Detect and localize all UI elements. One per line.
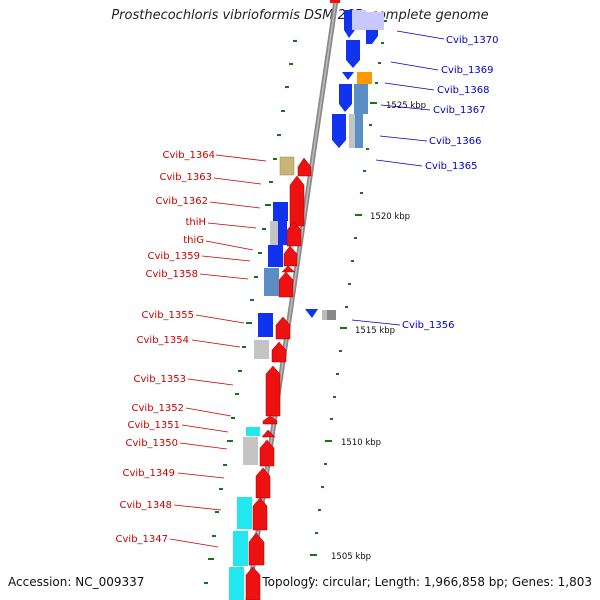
gene-gray — [254, 340, 269, 359]
gene-steelblue — [354, 84, 368, 114]
gene-label-cvib-1369[interactable]: Cvib_1369 — [441, 65, 493, 76]
scale-label-1505: 1505 kbp — [331, 552, 371, 562]
gene-fwd — [283, 245, 298, 267]
gene-label-cvib-1359[interactable]: Cvib_1359 — [148, 251, 200, 262]
scale-ticks-right — [309, 20, 387, 579]
forward-strand-genes — [245, 157, 312, 600]
leader-lines-left — [169, 154, 267, 548]
gene-cyan — [237, 497, 252, 529]
gene-blue — [268, 245, 283, 267]
gene-blue — [258, 313, 273, 337]
gene-label-cvib-1348[interactable]: Cvib_1348 — [120, 500, 172, 511]
gene-label-cvib-1347[interactable]: Cvib_1347 — [116, 534, 168, 545]
genome-summary-text: Topology: circular; Length: 1,966,858 bp… — [262, 575, 592, 589]
gene-label-cvib-1354[interactable]: Cvib_1354 — [137, 335, 189, 346]
gene-label-thig[interactable]: thiG — [183, 235, 204, 246]
gene-rev — [339, 84, 352, 112]
gene-label-cvib-1368[interactable]: Cvib_1368 — [437, 85, 489, 96]
scale-ticks-left — [204, 40, 297, 584]
gene-label-cvib-1363[interactable]: Cvib_1363 — [160, 172, 212, 183]
gene-label-cvib-1370[interactable]: Cvib_1370 — [446, 35, 498, 46]
gene-steelblue — [264, 268, 279, 296]
right-gene-labels: Cvib_1370 Cvib_1369 Cvib_1368 Cvib_1367 … — [402, 35, 498, 331]
gene-rev — [342, 72, 354, 80]
gene-label-cvib-1351[interactable]: Cvib_1351 — [128, 420, 180, 431]
gene-label-cvib-1367[interactable]: Cvib_1367 — [433, 105, 485, 116]
gene-label-cvib-1362[interactable]: Cvib_1362 — [156, 196, 208, 207]
gene-fwd — [289, 175, 305, 227]
gene-blue — [278, 221, 287, 245]
gene-cyan — [233, 531, 248, 566]
gene-label-cvib-1364[interactable]: Cvib_1364 — [163, 150, 215, 161]
gene-lavender — [352, 10, 366, 30]
gene-fwd-top — [297, 157, 312, 177]
gene-cyan — [246, 427, 260, 436]
gene-label-thih[interactable]: thiH — [185, 217, 206, 228]
gene-label-cvib-1358[interactable]: Cvib_1358 — [146, 269, 198, 280]
gene-label-cvib-1355[interactable]: Cvib_1355 — [142, 310, 194, 321]
scale-label-1515: 1515 kbp — [355, 326, 395, 336]
gene-fwd — [261, 429, 276, 438]
gene-fwd — [275, 316, 291, 340]
gene-gray — [270, 221, 278, 245]
scale-label-1520: 1520 kbp — [370, 212, 410, 222]
left-colored-genes — [229, 156, 295, 600]
gene-fwd — [248, 532, 265, 566]
gene-lavender — [366, 12, 384, 30]
scale-label-1525: 1525 kbp — [386, 101, 426, 111]
gene-label-cvib-1353[interactable]: Cvib_1353 — [134, 374, 186, 385]
accession-text: Accession: NC_009337 — [8, 575, 145, 589]
gene-steelblue — [355, 114, 363, 148]
gene-label-cvib-1365[interactable]: Cvib_1365 — [425, 161, 477, 172]
gene-fwd — [281, 265, 296, 273]
map-title: Prosthecochloris vibrioformis DSM 265, c… — [111, 8, 489, 23]
gene-fwd — [265, 365, 281, 417]
gene-gray-light — [322, 310, 327, 320]
gene-fwd — [259, 439, 275, 467]
left-gene-labels: Cvib_1364 Cvib_1363 Cvib_1362 thiH thiG … — [116, 150, 215, 545]
gene-gray — [243, 437, 258, 465]
reverse-strand-genes — [305, 10, 384, 320]
gene-olive — [279, 156, 295, 176]
gene-rev — [346, 40, 360, 68]
gene-label-cvib-1349[interactable]: Cvib_1349 — [123, 468, 175, 479]
gene-blue — [273, 202, 288, 221]
gene-rev — [305, 309, 318, 318]
gene-rev — [366, 30, 378, 44]
gene-gray — [349, 114, 355, 148]
gene-cyan — [229, 567, 244, 600]
gene-orange — [357, 72, 372, 84]
gene-label-cvib-1366[interactable]: Cvib_1366 — [429, 136, 481, 147]
gene-label-cvib-1352[interactable]: Cvib_1352 — [132, 403, 184, 414]
gene-fwd — [245, 566, 261, 600]
gene-fwd — [255, 467, 271, 499]
gene-fwd — [271, 341, 287, 363]
scale-label-1510: 1510 kbp — [341, 438, 381, 448]
gene-fwd — [252, 497, 268, 531]
gene-fwd — [278, 271, 294, 298]
leader-lines-right — [351, 30, 445, 326]
gene-label-cvib-1350[interactable]: Cvib_1350 — [126, 438, 178, 449]
gene-fwd — [262, 415, 278, 425]
gene-label-cvib-1356[interactable]: Cvib_1356 — [402, 320, 454, 331]
genome-backbone-highlight — [247, 0, 337, 600]
gene-gray-dark — [322, 310, 336, 320]
gene-rev — [332, 114, 346, 148]
top-edge-gene — [330, 0, 340, 3]
